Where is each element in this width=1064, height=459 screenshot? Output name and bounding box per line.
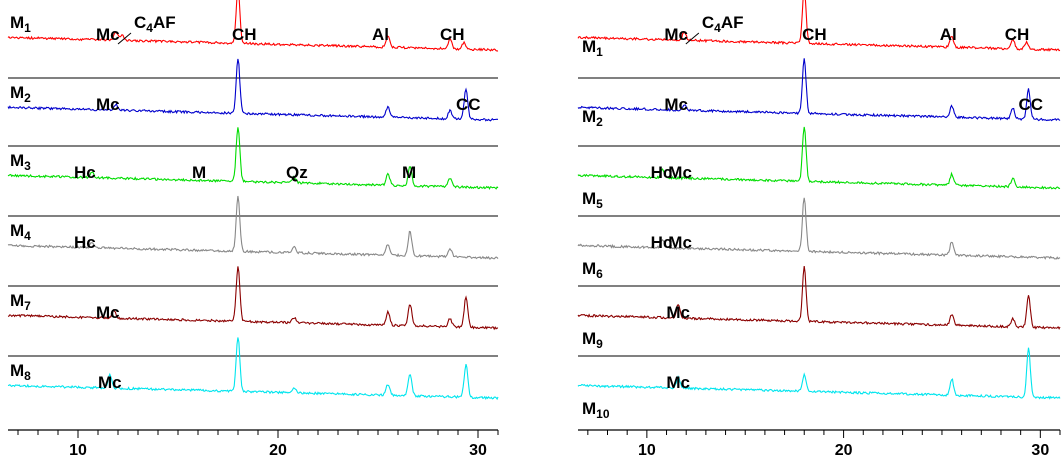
sample-label-m7: M7 <box>10 291 31 313</box>
xrd-pattern-m2 <box>7 58 498 122</box>
xrd-pattern-m9 <box>577 266 1061 330</box>
phase-annotation: Mc <box>96 303 120 322</box>
left-xrd-panel: 10 20 30 M1 Mc C4AF CH Al CH M2 Mc CC M3 Hc M Qz M M4 Hc M7… <box>7 0 499 459</box>
xrd-pattern-m1 <box>7 0 499 52</box>
xrd-pattern-m1 <box>577 0 1061 52</box>
phase-annotation: M <box>192 163 206 182</box>
xrd-pattern-m5 <box>577 126 1061 190</box>
phase-annotation: Mc <box>96 25 120 44</box>
x-tick-label: 10 <box>638 442 656 459</box>
sample-label-m3: M3 <box>10 151 31 173</box>
xrd-pattern-m3 <box>7 127 499 191</box>
x-tick-label: 10 <box>69 442 87 459</box>
phase-annotation: CH <box>440 25 465 44</box>
sample-label-m8: M8 <box>10 361 31 383</box>
phase-annotation: Mc <box>666 373 690 392</box>
phase-annotation: Mc <box>96 95 120 114</box>
phase-annotation: Qz <box>286 163 308 182</box>
phase-annotation: Mc <box>664 25 688 44</box>
phase-annotation: Mc <box>666 303 690 322</box>
xrd-pattern-m10 <box>577 347 1061 400</box>
xrd-pattern-m8 <box>7 337 499 401</box>
xrd-pattern-m6 <box>577 197 1061 260</box>
sample-label-m1: M1 <box>582 37 603 59</box>
sample-label-m2: M2 <box>10 83 31 105</box>
phase-annotation: CH <box>802 25 827 44</box>
phase-annotation: C4AF <box>702 13 744 35</box>
xrd-pattern-m7 <box>7 266 499 331</box>
phase-annotation: CC <box>456 95 481 114</box>
sample-label-m6: M6 <box>582 259 603 281</box>
phase-annotation: Al <box>940 25 957 44</box>
phase-annotation: CC <box>1018 95 1043 114</box>
phase-annotation: CH <box>1005 25 1030 44</box>
annotation-leader-line <box>117 32 132 45</box>
sample-label-m4: M4 <box>10 221 31 243</box>
phase-annotation: C4AF <box>134 13 176 35</box>
x-tick-label: 20 <box>269 442 287 459</box>
phase-annotation: Mc <box>668 163 692 182</box>
phase-annotation: Hc <box>74 233 96 252</box>
sample-label-m2: M2 <box>582 107 603 129</box>
x-tick-label: 20 <box>835 442 853 459</box>
sample-label-m5: M5 <box>582 189 603 211</box>
phase-annotation: M <box>402 163 416 182</box>
phase-annotation: CH <box>232 25 257 44</box>
phase-annotation: Al <box>372 25 389 44</box>
xrd-pattern-m4 <box>7 195 499 260</box>
phase-annotation: Hc <box>651 163 673 182</box>
phase-annotation: Mc <box>98 373 122 392</box>
phase-annotation: Hc <box>651 233 673 252</box>
xrd-pattern-m2 <box>577 58 1061 122</box>
sample-label-m1: M1 <box>10 13 31 35</box>
x-tick-label: 30 <box>469 442 487 459</box>
x-tick-label: 30 <box>1031 442 1049 459</box>
sample-label-m10: M10 <box>582 399 610 421</box>
phase-annotation: Mc <box>668 233 692 252</box>
sample-label-m9: M9 <box>582 329 603 351</box>
annotation-leader-line <box>685 32 700 45</box>
phase-annotation: Hc <box>74 163 96 182</box>
phase-annotation: Mc <box>664 95 688 114</box>
